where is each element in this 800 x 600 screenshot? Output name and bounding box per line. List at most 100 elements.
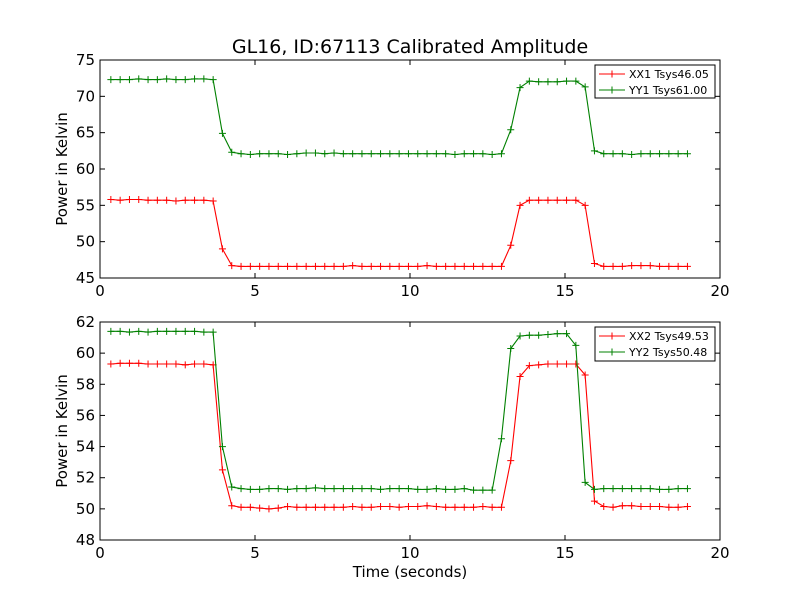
data-point — [451, 262, 459, 270]
data-point — [590, 485, 598, 493]
data-point — [600, 485, 608, 493]
data-point — [172, 197, 180, 205]
data-point — [302, 485, 310, 493]
data-point — [116, 196, 124, 204]
legend-label: YY1 Tsys61.00 — [628, 84, 707, 97]
data-point — [479, 262, 487, 270]
data-point — [265, 262, 273, 270]
data-point — [581, 83, 589, 91]
data-point — [200, 75, 208, 83]
data-point — [414, 150, 422, 158]
data-point — [563, 77, 571, 85]
data-point — [618, 502, 626, 510]
data-point — [125, 328, 133, 336]
data-point — [423, 485, 431, 493]
y-axis-label: Power in Kelvin — [53, 374, 71, 488]
data-point — [228, 502, 236, 510]
data-point — [256, 262, 264, 270]
data-point — [377, 262, 385, 270]
data-point — [181, 361, 189, 369]
data-point — [628, 502, 636, 510]
data-point — [432, 150, 440, 158]
data-point — [144, 196, 152, 204]
data-point — [637, 485, 645, 493]
data-point — [218, 245, 226, 253]
data-point — [116, 327, 124, 335]
data-point — [256, 504, 264, 512]
data-point — [646, 503, 654, 511]
data-point — [683, 503, 691, 511]
y-tick-label: 50 — [76, 500, 95, 518]
data-point — [330, 149, 338, 157]
data-point — [181, 327, 189, 335]
data-point — [218, 129, 226, 137]
data-point — [377, 150, 385, 158]
data-point — [581, 478, 589, 486]
data-point — [386, 262, 394, 270]
data-point — [507, 457, 515, 465]
data-point — [665, 503, 673, 511]
data-point — [116, 76, 124, 84]
data-point — [135, 75, 143, 83]
data-point — [107, 76, 115, 84]
data-point — [386, 485, 394, 493]
legend-label: XX1 Tsys46.05 — [629, 68, 709, 81]
data-point — [470, 486, 478, 494]
data-point — [228, 483, 236, 491]
data-point — [516, 332, 524, 340]
legend: XX1 Tsys46.05 YY1 Tsys61.00 — [594, 64, 716, 99]
data-point — [516, 84, 524, 92]
x-tick-label: 5 — [250, 544, 260, 562]
data-point — [423, 262, 431, 270]
data-point — [191, 360, 199, 368]
data-point — [432, 485, 440, 493]
data-point — [404, 150, 412, 158]
data-point — [535, 196, 543, 204]
data-point — [339, 503, 347, 511]
data-point — [246, 262, 254, 270]
data-point — [497, 503, 505, 511]
data-point — [479, 503, 487, 511]
data-point — [470, 150, 478, 158]
data-point — [683, 485, 691, 493]
data-point — [414, 485, 422, 493]
data-point — [339, 150, 347, 158]
x-tick-label: 15 — [555, 544, 574, 562]
data-point — [423, 150, 431, 158]
data-point — [637, 262, 645, 270]
data-point — [470, 262, 478, 270]
data-point — [665, 150, 673, 158]
data-point — [200, 328, 208, 336]
data-point — [302, 503, 310, 511]
data-point — [535, 78, 543, 86]
data-point — [107, 327, 115, 335]
data-point — [163, 327, 171, 335]
data-point — [488, 150, 496, 158]
data-point — [637, 503, 645, 511]
data-point — [460, 485, 468, 493]
chart-title: GL16, ID:67113 Calibrated Amplitude — [232, 36, 588, 58]
data-point — [497, 435, 505, 443]
data-point — [544, 78, 552, 86]
data-point — [656, 503, 664, 511]
data-point — [330, 485, 338, 493]
data-point — [404, 485, 412, 493]
data-point — [237, 485, 245, 493]
data-point — [367, 503, 375, 511]
data-point — [172, 360, 180, 368]
data-point — [144, 328, 152, 336]
data-point — [274, 150, 282, 158]
data-point — [423, 502, 431, 510]
data-point — [293, 150, 301, 158]
data-point — [395, 262, 403, 270]
data-point — [414, 262, 422, 270]
legend-label: YY2 Tsys50.48 — [628, 346, 707, 359]
data-point — [330, 503, 338, 511]
data-point — [646, 262, 654, 270]
data-point — [377, 503, 385, 511]
data-point — [470, 503, 478, 511]
data-point — [525, 362, 533, 370]
data-point — [107, 360, 115, 368]
data-point — [200, 360, 208, 368]
